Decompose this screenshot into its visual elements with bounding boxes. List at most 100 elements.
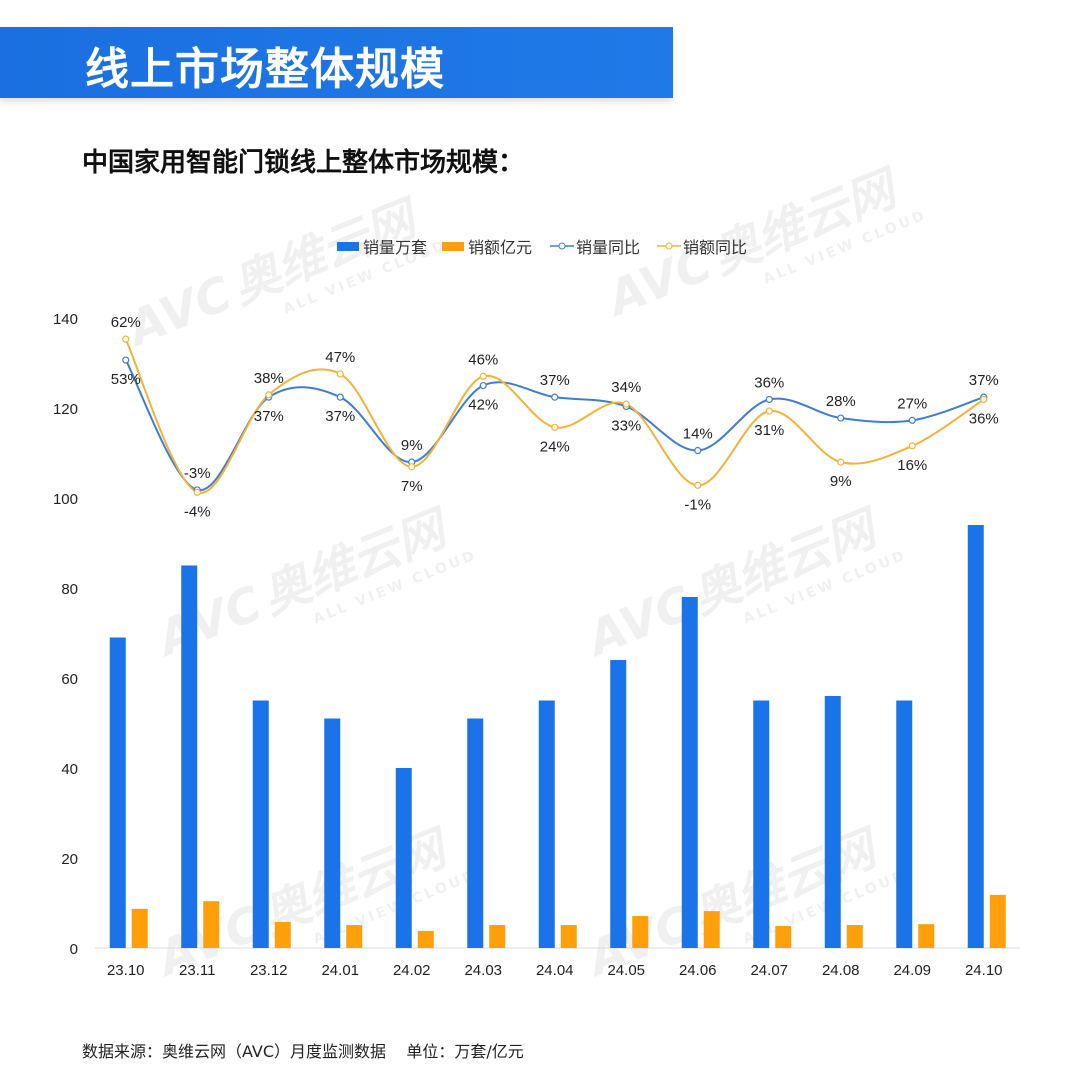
amount-bar bbox=[346, 925, 363, 948]
amount-yoy-point bbox=[908, 442, 916, 450]
amount-bar bbox=[703, 911, 720, 948]
y-tick-label: 140 bbox=[53, 311, 78, 328]
amount-yoy-point bbox=[551, 423, 559, 431]
volume-bar bbox=[681, 597, 698, 948]
x-tick-label: 24.03 bbox=[464, 962, 502, 979]
amount-yoy-label: 46% bbox=[468, 351, 498, 368]
amount-yoy-point bbox=[408, 463, 416, 471]
amount-yoy-label: -4% bbox=[184, 503, 211, 520]
volume-yoy-point bbox=[122, 356, 130, 364]
volume-yoy-label: -3% bbox=[184, 465, 211, 482]
volume-bar bbox=[967, 525, 984, 948]
amount-yoy-label: 62% bbox=[111, 314, 141, 331]
amount-yoy-point bbox=[765, 407, 773, 415]
volume-yoy-label: 33% bbox=[611, 417, 641, 434]
volume-yoy-label: 9% bbox=[401, 437, 423, 454]
legend-line-marker bbox=[550, 242, 574, 250]
x-tick-label: 24.09 bbox=[893, 962, 931, 979]
volume-yoy-label: 37% bbox=[969, 372, 999, 389]
volume-bar bbox=[467, 718, 484, 948]
volume-yoy-point bbox=[908, 416, 916, 424]
amount-bar bbox=[489, 925, 506, 948]
x-tick-label: 24.07 bbox=[750, 962, 788, 979]
amount-yoy-label: 38% bbox=[254, 370, 284, 387]
x-tick-label: 23.11 bbox=[179, 962, 215, 979]
x-tick-label: 23.10 bbox=[107, 962, 145, 979]
y-tick-label: 20 bbox=[61, 851, 78, 868]
volume-bar bbox=[538, 700, 555, 948]
amount-yoy-point bbox=[980, 395, 988, 404]
x-tick-label: 24.06 bbox=[679, 962, 717, 979]
x-tick-label: 23.12 bbox=[250, 962, 288, 979]
amount-yoy-point bbox=[694, 481, 702, 489]
amount-yoy-label: 47% bbox=[325, 349, 355, 366]
volume-bar bbox=[181, 565, 198, 948]
y-tick-label: 60 bbox=[61, 671, 78, 688]
amount-bar bbox=[203, 901, 220, 948]
amount-yoy-label: 9% bbox=[830, 473, 852, 490]
amount-bar bbox=[131, 908, 148, 948]
amount-bar bbox=[417, 930, 434, 948]
volume-yoy-label: 27% bbox=[897, 395, 927, 412]
volume-yoy-label: 42% bbox=[468, 397, 498, 414]
amount-yoy-label: 7% bbox=[401, 478, 423, 495]
amount-yoy-point bbox=[479, 372, 487, 380]
amount-bar bbox=[560, 925, 577, 948]
legend-volume-yoy: 销量同比 bbox=[550, 234, 640, 258]
amount-yoy-label: 31% bbox=[754, 422, 784, 439]
legend-swatch bbox=[337, 241, 359, 251]
volume-yoy-label: 37% bbox=[325, 408, 355, 425]
amount-yoy-label: 16% bbox=[897, 457, 927, 474]
y-tick-label: 40 bbox=[61, 761, 78, 778]
volume-yoy-label: 28% bbox=[826, 393, 856, 410]
x-tick-label: 24.05 bbox=[607, 962, 645, 979]
x-tick-label: 24.10 bbox=[965, 962, 1003, 979]
x-tick-label: 24.04 bbox=[536, 962, 574, 979]
amount-yoy-label: -1% bbox=[684, 496, 711, 513]
x-tick-label: 24.02 bbox=[393, 962, 431, 979]
legend-volume: 销量万套 bbox=[337, 234, 427, 258]
y-tick-label: 0 bbox=[70, 941, 78, 958]
volume-yoy-point bbox=[694, 446, 702, 455]
volume-yoy-label: 37% bbox=[254, 408, 284, 425]
legend-amount-yoy: 销额同比 bbox=[657, 234, 747, 258]
volume-bar bbox=[252, 700, 269, 948]
volume-yoy-point bbox=[765, 395, 773, 404]
volume-yoy-label: 53% bbox=[111, 371, 141, 388]
legend-line-marker bbox=[657, 242, 681, 250]
amount-yoy-point bbox=[122, 335, 130, 343]
section-title: 线上市场整体规模 bbox=[85, 44, 445, 95]
y-tick-label: 100 bbox=[53, 491, 78, 508]
y-tick-label: 80 bbox=[61, 581, 78, 598]
volume-bar bbox=[395, 768, 412, 948]
x-tick-label: 24.01 bbox=[321, 962, 359, 979]
volume-bar bbox=[610, 660, 627, 948]
volume-yoy-label: 36% bbox=[754, 374, 784, 391]
volume-bar bbox=[109, 637, 126, 948]
amount-bar bbox=[989, 894, 1006, 948]
legend-amount: 销额亿元 bbox=[442, 234, 532, 258]
volume-bar bbox=[753, 700, 770, 948]
chart-title: 中国家用智能门锁线上整体市场规模： bbox=[82, 148, 525, 178]
volume-yoy-label: 14% bbox=[683, 426, 713, 443]
amount-bar bbox=[274, 921, 291, 948]
legend-swatch bbox=[442, 241, 464, 251]
amount-bar bbox=[918, 924, 935, 948]
volume-yoy-label: 37% bbox=[540, 372, 570, 389]
volume-bar bbox=[824, 696, 841, 948]
amount-bar bbox=[632, 916, 649, 948]
amount-yoy-label: 24% bbox=[540, 438, 570, 455]
amount-yoy-point bbox=[336, 370, 344, 378]
volume-yoy-point bbox=[336, 393, 344, 401]
y-tick-label: 120 bbox=[53, 401, 78, 418]
source-note: 数据来源：奥维云网（AVC）月度监测数据 单位：万套/亿元 bbox=[82, 1042, 524, 1061]
amount-bar bbox=[775, 925, 792, 948]
amount-yoy-point bbox=[622, 400, 630, 408]
amount-yoy-line bbox=[124, 338, 985, 494]
volume-yoy-point bbox=[479, 381, 487, 390]
volume-bar bbox=[896, 700, 913, 948]
section-banner: 线上市场整体规模 bbox=[0, 27, 673, 98]
amount-yoy-point bbox=[193, 488, 201, 496]
amount-yoy-point bbox=[265, 391, 273, 399]
